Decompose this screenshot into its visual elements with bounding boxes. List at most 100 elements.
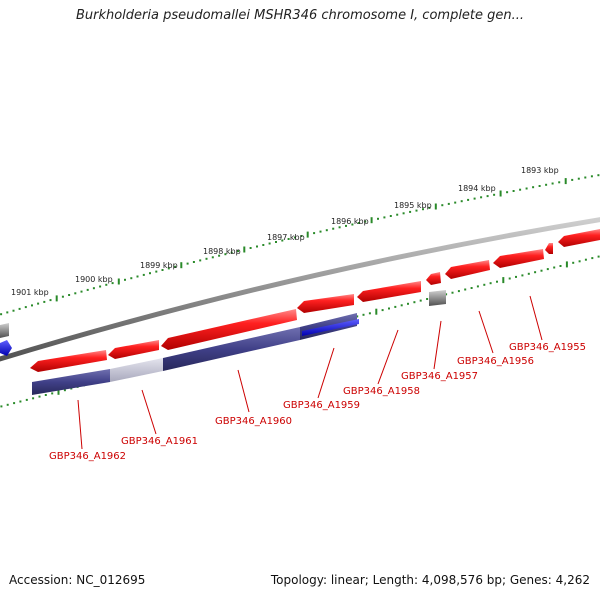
minor-tick bbox=[357, 222, 360, 224]
grey-block-feature[interactable] bbox=[429, 290, 446, 306]
genome-summary-text: Topology: linear; Length: 4,098,576 bp; … bbox=[270, 573, 590, 587]
minor-tick bbox=[68, 294, 71, 296]
major-tick bbox=[117, 278, 120, 285]
gene-arrow-small[interactable] bbox=[545, 243, 553, 254]
minor-tick bbox=[591, 257, 594, 260]
minor-tick bbox=[486, 195, 489, 198]
minor-tick bbox=[512, 190, 515, 192]
gene-arrow-a1957[interactable] bbox=[426, 272, 441, 285]
map-title: Burkholderia pseudomallei MSHR346 chromo… bbox=[75, 8, 525, 23]
ruler-label: 1893 kbp bbox=[521, 166, 559, 175]
accession-text: Accession: NC_012695 bbox=[9, 573, 146, 587]
minor-tick bbox=[237, 250, 239, 253]
gene-arrow-a1955[interactable] bbox=[493, 249, 544, 268]
minor-tick bbox=[480, 196, 483, 199]
minor-tick bbox=[553, 266, 556, 269]
gene-label[interactable]: GBP346_A1959 bbox=[283, 400, 360, 411]
minor-tick bbox=[383, 216, 386, 219]
minor-tick bbox=[63, 389, 66, 392]
minor-tick bbox=[6, 403, 9, 406]
ruler-label: 1901 kbp bbox=[11, 288, 49, 297]
minor-tick bbox=[230, 251, 233, 254]
minor-tick bbox=[571, 178, 574, 181]
feature-bar-main[interactable] bbox=[163, 327, 300, 371]
gene-label[interactable]: GBP346_A1962 bbox=[49, 451, 126, 462]
gene-label[interactable]: GBP346_A1960 bbox=[215, 416, 292, 427]
minor-tick bbox=[37, 302, 40, 305]
gene-arrow-a1961[interactable] bbox=[108, 340, 159, 359]
gene-arrow-edge[interactable] bbox=[558, 229, 600, 247]
minor-tick bbox=[464, 288, 467, 291]
minor-tick bbox=[256, 245, 258, 248]
minor-tick bbox=[506, 191, 509, 194]
ruler-label: 1897 kbp bbox=[267, 233, 305, 242]
minor-tick bbox=[400, 304, 403, 307]
minor-tick bbox=[49, 299, 52, 302]
minor-tick bbox=[457, 290, 460, 293]
minor-tick bbox=[515, 275, 517, 278]
minor-tick bbox=[199, 259, 202, 262]
feature-bar-blue[interactable] bbox=[302, 319, 359, 336]
minor-tick bbox=[527, 272, 530, 275]
feature-bar-left[interactable] bbox=[32, 369, 110, 395]
gene-label[interactable]: GBP346_A1955 bbox=[509, 342, 586, 353]
major-tick bbox=[306, 231, 309, 238]
minor-tick bbox=[262, 244, 265, 246]
gene-arrow-a1960[interactable] bbox=[161, 309, 297, 350]
minor-tick bbox=[130, 277, 133, 280]
minor-tick bbox=[532, 186, 535, 189]
minor-tick bbox=[136, 275, 139, 278]
minor-tick bbox=[142, 273, 145, 276]
minor-tick bbox=[483, 283, 486, 286]
gene-label[interactable]: GBP346_A1957 bbox=[401, 371, 478, 382]
gene-arrow-a1956[interactable] bbox=[445, 260, 490, 279]
minor-tick bbox=[489, 282, 492, 285]
minor-tick bbox=[473, 197, 476, 200]
minor-tick bbox=[445, 293, 448, 296]
major-tick bbox=[565, 261, 568, 268]
minor-tick bbox=[460, 200, 463, 203]
minor-tick bbox=[25, 398, 28, 401]
minor-tick bbox=[394, 305, 397, 308]
minor-tick bbox=[86, 288, 89, 291]
gene-label[interactable]: GBP346_A1956 bbox=[457, 356, 534, 367]
major-tick bbox=[243, 246, 246, 253]
gene-arrow-a1958[interactable] bbox=[357, 281, 421, 302]
minor-tick bbox=[419, 299, 422, 302]
feature-bar-light[interactable] bbox=[110, 358, 163, 382]
minor-tick bbox=[32, 397, 35, 400]
gene-arrow-a1962[interactable] bbox=[30, 350, 107, 372]
gene-arrow-a1959[interactable] bbox=[297, 294, 354, 313]
minor-tick bbox=[13, 402, 16, 405]
minor-tick bbox=[319, 230, 322, 233]
edge-blue-feature[interactable] bbox=[0, 340, 12, 356]
minor-tick bbox=[451, 291, 454, 294]
label-leaders bbox=[77, 295, 543, 450]
backbone-line bbox=[0, 217, 600, 362]
minor-tick bbox=[80, 290, 83, 293]
minor-tick bbox=[545, 183, 548, 186]
gene-label[interactable]: GBP346_A1958 bbox=[343, 386, 420, 397]
minor-tick bbox=[155, 270, 158, 273]
minor-tick bbox=[174, 265, 177, 268]
major-tick bbox=[564, 178, 567, 185]
minor-tick bbox=[281, 239, 284, 242]
minor-tick bbox=[275, 241, 277, 243]
minor-tick bbox=[167, 267, 170, 270]
minor-tick bbox=[402, 212, 405, 215]
minor-tick bbox=[558, 181, 561, 184]
minor-tick bbox=[74, 292, 77, 295]
minor-tick bbox=[105, 283, 108, 286]
edge-grey-feature[interactable] bbox=[0, 323, 9, 338]
minor-tick bbox=[124, 278, 126, 281]
minor-tick bbox=[559, 265, 562, 267]
major-tick bbox=[375, 308, 378, 315]
minor-tick bbox=[377, 217, 379, 220]
gene-label[interactable]: GBP346_A1961 bbox=[121, 436, 198, 447]
minor-tick bbox=[287, 238, 290, 240]
ruler-label: 1899 kbp bbox=[140, 261, 178, 270]
minor-tick bbox=[426, 298, 429, 300]
minor-tick bbox=[92, 287, 95, 290]
